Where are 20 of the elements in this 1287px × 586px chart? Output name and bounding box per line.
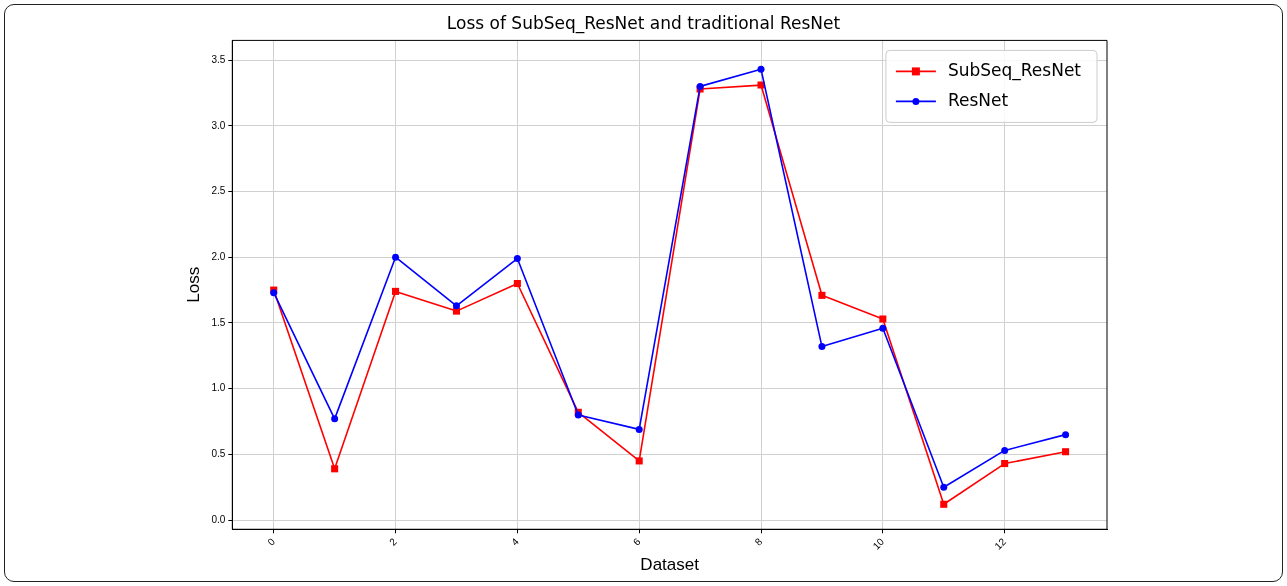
y-tick-label: 1.0 xyxy=(211,382,226,394)
y-tick-label: 3.5 xyxy=(211,53,226,65)
x-tick-label: 2 xyxy=(387,535,400,548)
y-tick-label: 2.0 xyxy=(211,250,226,262)
y-tick-label: 0.0 xyxy=(211,513,226,525)
x-tick-label: 0 xyxy=(265,535,278,548)
y-tick-label: 1.5 xyxy=(211,316,226,328)
y-tick-label: 2.5 xyxy=(211,185,226,197)
y-axis-title: Loss xyxy=(183,266,203,303)
x-tick-label: 8 xyxy=(752,535,765,548)
x-axis-title: Dataset xyxy=(640,555,700,575)
x-tick-label: 4 xyxy=(509,535,522,548)
legend-label: SubSeq_ResNet xyxy=(947,59,1082,81)
legend-label: ResNet xyxy=(947,89,1009,110)
x-tick-label: 10 xyxy=(870,535,887,552)
chart-title: Loss of SubSeq_ResNet and traditional ResNet xyxy=(446,12,841,34)
y-tick-label: 0.5 xyxy=(211,448,226,460)
x-tick-label: 6 xyxy=(630,535,643,548)
x-tick-label: 12 xyxy=(992,535,1009,552)
y-tick-label: 3.0 xyxy=(211,119,226,131)
